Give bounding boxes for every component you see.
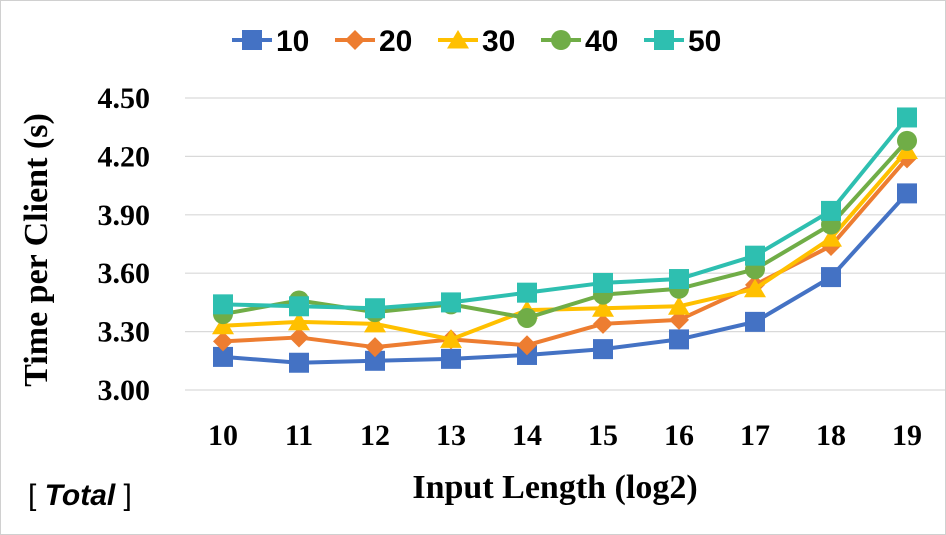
x-axis-title: Input Length (log2) — [412, 469, 697, 506]
data-point — [669, 269, 689, 290]
series-40 — [213, 130, 917, 328]
x-tick-label: 14 — [512, 419, 542, 452]
data-point — [897, 183, 917, 204]
data-point — [441, 348, 461, 369]
data-point — [745, 311, 765, 332]
data-point — [212, 315, 234, 335]
data-point — [744, 278, 766, 298]
data-point — [821, 200, 841, 221]
data-point — [820, 228, 842, 247]
series-50 — [213, 107, 917, 319]
legend-item: 30 — [438, 25, 515, 58]
series-line — [222, 149, 909, 342]
data-point — [213, 346, 233, 367]
data-point — [668, 296, 690, 315]
series-lines — [212, 107, 918, 373]
data-point — [897, 130, 917, 151]
data-point — [821, 267, 841, 288]
data-point — [669, 309, 689, 330]
x-tick-label: 11 — [285, 419, 313, 452]
legend-marker — [345, 30, 365, 50]
data-point — [517, 282, 537, 303]
x-tick-label: 13 — [436, 419, 466, 452]
data-point — [365, 337, 385, 358]
data-point — [213, 294, 233, 315]
gridlines — [185, 97, 945, 391]
data-point — [440, 329, 462, 348]
data-point — [745, 245, 765, 266]
data-point — [897, 107, 917, 128]
x-tick-label: 19 — [892, 419, 922, 452]
y-tick-label: 4.20 — [98, 140, 151, 173]
y-axis-title: Time per Client (s) — [18, 113, 55, 387]
series-line — [222, 116, 909, 311]
legend-item: 20 — [335, 25, 412, 58]
legend-marker — [242, 30, 262, 50]
y-tick-label: 3.00 — [98, 374, 151, 407]
legend-label: 10 — [276, 25, 309, 58]
y-tick-label: 3.60 — [98, 257, 151, 290]
data-point — [365, 350, 385, 371]
data-point — [669, 329, 689, 350]
y-tick-label: 4.50 — [98, 82, 151, 115]
x-tick-labels: 10 11 12 13 14 15 16 17 18 19 — [208, 419, 922, 452]
x-tick-label: 17 — [740, 419, 770, 452]
x-tick-label: 16 — [664, 419, 694, 452]
legend-label: 50 — [688, 25, 721, 58]
legend-label: 30 — [482, 25, 515, 58]
data-point — [517, 307, 537, 328]
x-tick-label: 10 — [208, 419, 238, 452]
y-tick-labels: 3.00 3.30 3.60 3.90 4.20 4.50 — [98, 82, 151, 407]
data-point — [365, 298, 385, 319]
x-tick-label: 12 — [360, 419, 390, 452]
x-tick-label: 15 — [588, 419, 618, 452]
x-tick-label: 18 — [816, 419, 846, 452]
legend-marker — [447, 30, 469, 49]
legend-marker — [551, 30, 571, 50]
data-point — [593, 272, 613, 293]
data-point — [289, 327, 309, 348]
legend-marker — [654, 30, 674, 50]
data-point — [288, 311, 310, 331]
annotation-total: [ Total ] — [28, 479, 132, 512]
legend: 10 20 30 40 50 — [232, 25, 721, 58]
series-line — [222, 157, 909, 350]
series-line — [222, 192, 909, 365]
data-point — [593, 339, 613, 360]
y-tick-label: 3.30 — [98, 316, 151, 349]
legend-label: 40 — [585, 25, 618, 58]
series-10 — [213, 183, 917, 373]
data-point — [213, 331, 233, 352]
legend-item: 50 — [644, 25, 721, 58]
y-tick-label: 3.90 — [98, 199, 151, 232]
data-point — [289, 352, 309, 373]
legend-item: 40 — [541, 25, 618, 58]
data-point — [517, 335, 537, 356]
series-30 — [212, 140, 918, 348]
data-point — [441, 292, 461, 313]
data-point — [592, 298, 614, 317]
legend-item: 10 — [232, 25, 309, 58]
data-point — [364, 313, 386, 333]
data-point — [289, 296, 309, 317]
data-point — [593, 313, 613, 334]
legend-label: 20 — [379, 25, 412, 58]
